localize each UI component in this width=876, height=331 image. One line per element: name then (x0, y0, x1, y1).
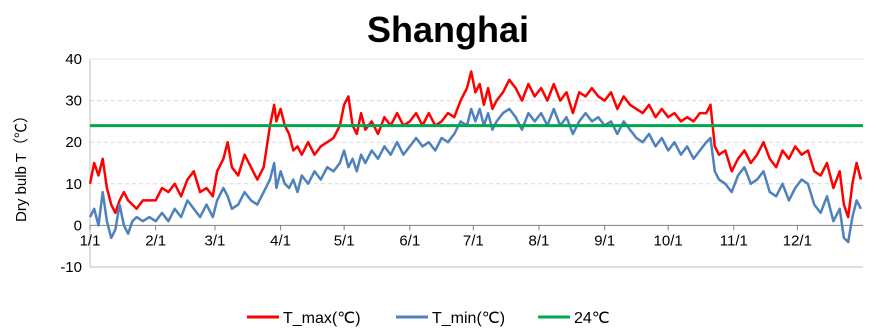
y-tick-label: 40 (65, 51, 82, 68)
series-line-2 (88, 107, 863, 244)
x-tick-label: 7/1 (463, 232, 484, 249)
x-tick-label: 6/1 (399, 232, 420, 249)
y-axis-label-text: Dry bulb T（℃） (13, 108, 30, 222)
x-tick-label: 8/1 (529, 232, 550, 249)
y-tick-label: 10 (65, 176, 82, 193)
legend-label-3: 24℃ (574, 310, 610, 327)
plot-area: -10 0 10 20 30 40 1/1 2/1 3/1 4/1 5/1 6/1 7/1 8/1 9/1 1… (60, 51, 863, 276)
x-tick-label: 9/1 (594, 232, 615, 249)
y-tick-label: 0 (74, 217, 82, 234)
y-tick-label: 20 (65, 134, 82, 151)
x-tick-label: 3/1 (205, 232, 226, 249)
y-tick-label: -10 (60, 259, 82, 276)
legend: T_max(℃) T_min(℃) 24℃ (247, 310, 610, 327)
x-tick-label: 10/1 (654, 232, 683, 249)
x-tick-label: 1/1 (80, 232, 101, 249)
y-axis-label: Dry bulb T（℃） (13, 108, 30, 222)
x-tick-label: 5/1 (334, 232, 355, 249)
x-tick-label: 12/1 (783, 232, 812, 249)
x-tick-label: 4/1 (270, 232, 291, 249)
legend-label-1: T_max(℃) (283, 310, 361, 327)
x-tick-label: 11/1 (720, 232, 748, 249)
y-tick-label: 30 (65, 93, 82, 110)
chart-title: Shanghai (367, 9, 529, 50)
x-tick-label: 2/1 (145, 232, 166, 249)
legend-label-2: T_min(℃) (432, 310, 505, 327)
series-line-1 (88, 70, 863, 219)
